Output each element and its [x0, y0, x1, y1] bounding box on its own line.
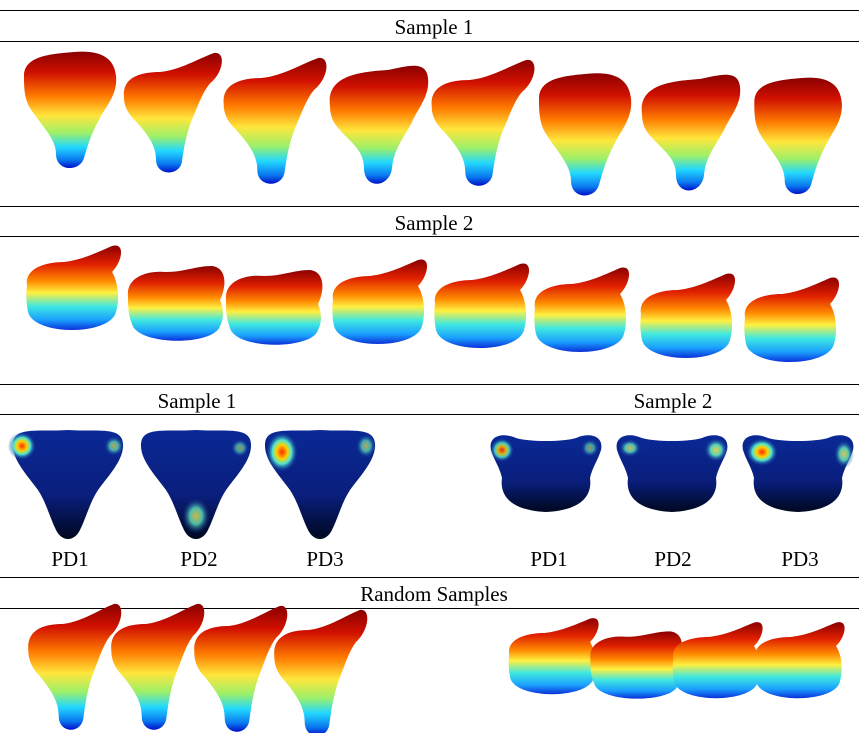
sample2-shape-4 — [332, 259, 428, 344]
pd-left-shapes — [8, 430, 376, 539]
pd1-left-shape — [8, 430, 124, 539]
sample1-shape-1 — [24, 51, 117, 169]
random-left-shape-2 — [111, 603, 205, 730]
sample1-shape-4 — [329, 65, 429, 184]
random-right-shape-2 — [590, 631, 682, 699]
pd3-label-right: PD3 — [781, 547, 819, 571]
pd-right-shapes — [490, 435, 854, 512]
title-pd-sample-2: Sample 2 — [633, 389, 713, 413]
sample1-shape-5 — [431, 59, 535, 186]
sample2-shape-8 — [744, 277, 840, 362]
random-left-shape-4 — [274, 609, 368, 733]
rule-sample1-under-title — [0, 41, 859, 42]
title-pd-sample-1: Sample 1 — [157, 389, 237, 413]
rule-random-under-title — [0, 608, 859, 609]
random-left-shape-1 — [28, 603, 122, 730]
pd3-right-shape — [742, 435, 854, 512]
pd2-right-shape — [616, 435, 728, 512]
pd1-right-shape — [490, 435, 602, 512]
sample1-shape-6 — [539, 73, 632, 196]
rule-sample2-bottom — [0, 384, 859, 385]
title-random-samples: Random Samples — [360, 582, 508, 606]
sample1-shapes — [24, 51, 842, 196]
pd2-label-right: PD2 — [654, 547, 692, 571]
pd1-label-right: PD1 — [530, 547, 568, 571]
sample1-shape-3 — [223, 57, 327, 184]
sample1-shape-2 — [123, 52, 222, 173]
pd3-label-left: PD3 — [306, 547, 344, 571]
rule-top — [0, 10, 859, 11]
random-samples-right — [508, 618, 845, 699]
sample1-shape-8 — [754, 77, 842, 195]
pd3-left-shape — [264, 430, 376, 539]
sample2-shape-6 — [534, 267, 630, 352]
rule-sample2-under-title — [0, 236, 859, 237]
random-left-shape-3 — [194, 605, 288, 732]
sample2-shape-5 — [434, 263, 530, 348]
pd1-label-left: PD1 — [51, 547, 89, 571]
sample2-shape-1 — [26, 245, 122, 330]
random-right-shape-3 — [672, 622, 763, 699]
rule-sample1-bottom — [0, 206, 859, 207]
rule-pd-under-title — [0, 414, 859, 415]
title-sample-1: Sample 1 — [394, 15, 474, 39]
sample1-shape-7 — [641, 74, 741, 191]
sample2-shapes — [26, 245, 840, 362]
pd2-label-left: PD2 — [180, 547, 218, 571]
rule-pd-bottom — [0, 577, 859, 578]
sample2-shape-2 — [127, 266, 225, 341]
pd2-left-shape — [140, 430, 252, 539]
sample2-shape-3 — [225, 270, 323, 345]
random-right-shape-1 — [508, 618, 599, 695]
sample2-shape-7 — [640, 273, 736, 358]
title-sample-2: Sample 2 — [394, 211, 474, 235]
random-right-shape-4 — [754, 622, 845, 699]
random-samples-left — [28, 603, 368, 733]
